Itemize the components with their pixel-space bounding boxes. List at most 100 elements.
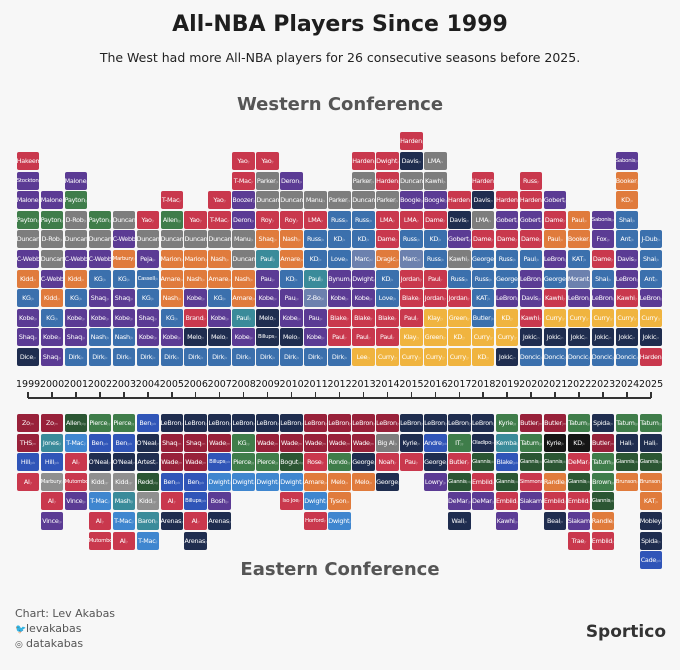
west-player-tile: Nash|o	[232, 269, 255, 288]
team-color-code: |m	[297, 441, 303, 446]
team-color-code: |b	[611, 356, 615, 360]
team-color-code: |p	[81, 336, 85, 341]
east-player-tile: Tatum|g	[567, 414, 591, 432]
team-color-code: |l	[301, 480, 303, 485]
team-color-code: |b	[487, 297, 491, 302]
team-color-code: |o	[323, 480, 327, 485]
year-label-2015: 2015	[399, 379, 424, 390]
east-player-tile: IT|g	[448, 433, 471, 452]
team-color-code: |r	[368, 336, 371, 341]
team-color-code: |l	[325, 500, 327, 505]
instagram-icon: ◎	[15, 640, 23, 650]
west-player-tile: Harden|r	[519, 191, 543, 210]
team-color-code: |m	[561, 422, 567, 426]
team-color-code: |n	[33, 356, 37, 360]
team-color-code: |b	[535, 258, 539, 262]
team-color-code: |o	[660, 479, 662, 484]
team-color-code: |t	[155, 520, 158, 524]
west-player-tile: Blake|r	[352, 308, 375, 327]
west-player-tile: Davis|p	[519, 289, 543, 308]
team-color-code: |m	[177, 441, 182, 446]
west-player-tile: Duncan|s	[40, 250, 64, 268]
team-color-code: |m	[29, 422, 34, 426]
team-color-code: |p	[349, 278, 350, 282]
team-color-code: |y	[466, 316, 470, 321]
team-color-code: |p	[38, 199, 39, 203]
team-color-code: |n	[657, 539, 661, 544]
team-color-code: |r	[416, 218, 419, 223]
west-player-tile: Roy|r	[280, 210, 303, 229]
team-color-code: |g	[108, 218, 112, 223]
team-color-code: |p	[129, 297, 133, 302]
east-player-tile: Zo|m	[40, 414, 64, 432]
team-color-code: |r	[251, 179, 254, 184]
west-player-tile: Nash|b	[88, 328, 112, 347]
east-player-tile: KD|k	[567, 433, 591, 452]
year-label-2022: 2022	[567, 379, 592, 390]
east-player-tile: Hill|pb	[40, 453, 64, 472]
east-player-tile: Wade|m	[280, 433, 303, 452]
year-label-2018: 2018	[471, 379, 496, 390]
team-color-code: |n	[444, 422, 447, 426]
west-player-tile: C-Webb|p	[112, 230, 136, 249]
team-color-code: |s	[250, 238, 254, 243]
west-player-tile: Dame|r	[519, 230, 543, 249]
year-label-2016: 2016	[423, 379, 448, 390]
west-player-tile: KD|b	[304, 250, 327, 268]
east-player-tile: Melo|o	[352, 472, 375, 491]
west-player-tile: Booker|o	[567, 230, 591, 249]
west-player-tile: Sabonis|p	[615, 152, 639, 170]
team-color-code: |p	[516, 218, 518, 223]
team-color-code: |p	[635, 159, 639, 163]
team-color-code: |n	[609, 422, 613, 426]
east-player-tile: Kidd|gr	[136, 492, 160, 511]
team-color-code: |b	[564, 356, 567, 360]
team-color-code: |r	[564, 500, 567, 505]
west-player-tile: Nash|o	[184, 269, 207, 288]
team-color-code: |p	[636, 277, 638, 282]
west-player-tile: Dirk|b	[88, 348, 112, 366]
east-player-tile: Cade|pb	[639, 551, 663, 570]
team-color-code: |y	[416, 336, 420, 341]
west-player-tile: Dirk|b	[280, 348, 303, 366]
team-color-code: |b	[344, 258, 349, 262]
year-tick	[290, 392, 293, 398]
team-color-code: |r	[612, 539, 615, 544]
team-color-code: |pb	[512, 461, 518, 466]
team-color-code: |b	[464, 277, 468, 282]
west-player-tile: KD|b	[352, 230, 375, 249]
west-player-tile: Malone|p	[64, 171, 88, 190]
east-player-tile: Ben|pb	[184, 472, 207, 491]
team-color-code: |n	[297, 336, 301, 341]
east-player-tile: AI|r	[40, 492, 64, 511]
west-player-tile: Shaq|o	[256, 230, 279, 249]
west-player-tile: Kobe|p	[256, 289, 279, 308]
west-player-tile: Paul|r	[328, 328, 351, 347]
west-player-tile: Dirk|b	[112, 348, 136, 366]
team-color-code: |r	[271, 218, 275, 223]
west-player-tile: Payton|g	[40, 210, 64, 229]
east-player-tile: Wade|m	[208, 433, 231, 452]
team-color-code: |p	[444, 199, 447, 204]
west-player-tile: Stockton|p	[16, 171, 40, 190]
east-player-tile: Embiid|r	[543, 492, 567, 511]
east-player-tile: Dwight|l	[208, 472, 231, 491]
west-player-tile: Duncan|s	[256, 191, 279, 210]
west-player-tile: Curry|y	[495, 328, 519, 347]
east-player-tile: LeBron|n	[184, 414, 207, 432]
team-color-code: |m	[31, 441, 37, 446]
west-player-tile: Dirk|b	[328, 348, 351, 366]
team-color-code: |o	[180, 258, 183, 262]
team-color-code: |g	[634, 422, 638, 426]
east-player-tile: Lowry|p	[424, 472, 447, 491]
west-player-tile: Parker|s	[256, 171, 279, 190]
team-color-code: |dg	[562, 460, 567, 465]
west-player-tile: Amare|o	[232, 289, 255, 308]
team-color-code: |g	[610, 480, 614, 485]
team-color-code: |o	[201, 277, 205, 282]
team-color-code: |t	[320, 277, 323, 282]
west-player-tile: Shai|b	[639, 250, 663, 268]
team-color-code: |r	[494, 180, 495, 184]
west-player-tile: LMA|r	[400, 210, 423, 229]
team-color-code: |pb	[175, 480, 181, 485]
